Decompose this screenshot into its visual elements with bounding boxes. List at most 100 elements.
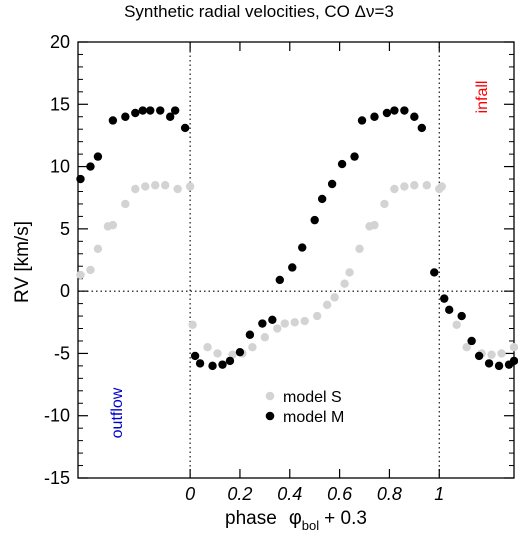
y-tick-label: -10 — [44, 406, 70, 426]
data-point — [93, 152, 103, 161]
data-point — [422, 181, 431, 190]
data-points — [76, 106, 518, 371]
x-tick-label: 0.2 — [227, 484, 252, 504]
data-point — [131, 184, 140, 194]
data-point — [180, 123, 190, 133]
data-point — [410, 181, 419, 190]
data-point — [370, 220, 379, 230]
data-point — [380, 199, 389, 209]
series-model-m — [76, 106, 518, 371]
data-point — [165, 112, 175, 121]
data-point — [245, 330, 255, 339]
data-point — [382, 108, 392, 118]
series-model-s — [76, 181, 518, 359]
data-point — [235, 347, 245, 357]
infall-annotation: infall — [474, 81, 491, 114]
data-point — [208, 361, 217, 371]
data-point — [484, 359, 494, 368]
y-tick-label: 20 — [50, 32, 70, 52]
data-point — [452, 320, 461, 329]
data-point — [290, 318, 299, 327]
data-point — [258, 319, 267, 328]
data-point — [86, 265, 95, 275]
y-tick-label: 15 — [50, 94, 70, 114]
legend: model S model M — [265, 389, 344, 426]
y-tick-label: -5 — [54, 343, 70, 363]
data-point — [317, 194, 327, 204]
data-point — [310, 215, 319, 225]
data-point — [330, 293, 339, 302]
data-point — [445, 305, 454, 315]
data-point — [462, 343, 471, 352]
data-point — [298, 243, 307, 252]
data-point — [400, 106, 409, 115]
data-point — [345, 268, 354, 277]
data-point — [509, 356, 518, 366]
x-tick-label: 1 — [434, 484, 444, 504]
legend-marker-model-m — [265, 411, 275, 421]
data-point — [268, 315, 277, 324]
data-point — [121, 112, 130, 121]
data-point — [467, 336, 476, 346]
x-tick-label: 0.4 — [277, 484, 302, 504]
data-point — [131, 108, 140, 118]
data-point — [312, 311, 322, 321]
data-point — [76, 270, 85, 280]
data-point — [86, 162, 95, 171]
data-point — [370, 112, 379, 121]
x-axis-label: phase φbol + 0.3 — [225, 507, 367, 533]
data-point — [440, 294, 449, 303]
legend-marker-model-s — [265, 391, 275, 401]
reference-lines — [78, 42, 514, 478]
data-point — [457, 311, 466, 321]
data-point — [156, 106, 165, 115]
data-point — [430, 268, 439, 277]
data-point — [494, 361, 504, 371]
data-point — [213, 349, 222, 358]
data-point — [410, 112, 419, 121]
data-point — [218, 360, 227, 369]
chart-title: Synthetic radial velocities, CO Δν=3 — [124, 2, 394, 21]
data-point — [248, 343, 257, 352]
legend-label-model-m: model M — [283, 409, 344, 426]
y-axis-ticks: -15 -10 -5 0 5 10 15 20 — [44, 32, 514, 488]
data-point — [93, 244, 103, 253]
data-point — [108, 116, 118, 125]
data-point — [357, 116, 367, 125]
data-point — [497, 349, 506, 358]
data-point — [474, 351, 484, 361]
x-tick-label: 0.6 — [327, 484, 353, 504]
x-tick-label: 0.8 — [377, 484, 402, 504]
data-point — [390, 184, 399, 194]
data-point — [390, 106, 399, 115]
data-point — [203, 343, 212, 352]
data-point — [355, 244, 364, 253]
outflow-annotation: outflow — [109, 387, 126, 438]
data-point — [260, 333, 270, 342]
data-point — [437, 182, 446, 191]
data-point — [322, 300, 332, 310]
data-point — [141, 182, 150, 191]
data-point — [275, 275, 285, 285]
data-point — [350, 152, 359, 161]
data-point — [170, 106, 180, 115]
legend-label-model-s: model S — [283, 389, 342, 406]
data-point — [151, 181, 160, 190]
data-point — [146, 106, 155, 115]
data-point — [288, 263, 297, 272]
x-tick-label: 0 — [185, 484, 195, 504]
y-axis-label: RV [km/s] — [12, 221, 33, 303]
data-point — [487, 350, 496, 359]
data-point — [273, 324, 282, 333]
data-point — [188, 320, 197, 329]
data-point — [173, 184, 182, 194]
data-point — [190, 351, 200, 361]
plot-frame — [77, 41, 515, 479]
data-point — [417, 123, 427, 133]
data-point — [509, 343, 518, 352]
data-point — [280, 319, 289, 328]
data-point — [76, 174, 85, 184]
data-point — [225, 356, 235, 366]
data-point — [121, 199, 130, 209]
